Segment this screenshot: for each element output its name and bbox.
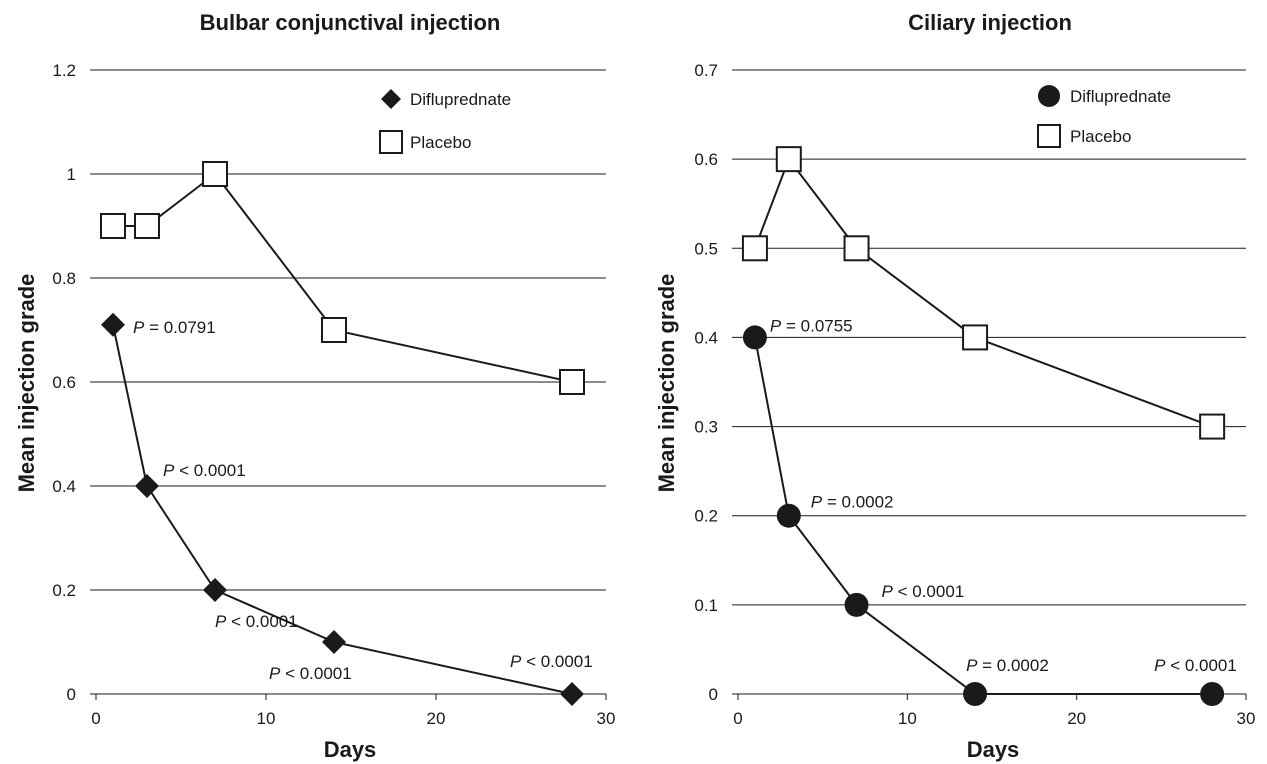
y-tick-label: 1	[67, 165, 76, 184]
chart-title: Ciliary injection	[908, 10, 1072, 35]
square-marker	[1199, 413, 1226, 440]
p-value-label: P < 0.0001	[1154, 656, 1237, 675]
x-axis-title: Days	[324, 737, 377, 762]
x-tick-label: 20	[427, 709, 446, 728]
series-difluprednate	[101, 312, 584, 706]
y-tick-label: 0.3	[694, 418, 718, 437]
p-value-label: P = 0.0755	[770, 316, 853, 335]
x-tick-label: 30	[1237, 709, 1256, 728]
legend-label: Placebo	[1070, 127, 1131, 146]
legend-item: Difluprednate	[381, 89, 511, 109]
p-value-label: P = 0.0002	[966, 656, 1049, 675]
y-tick-label: 0	[709, 685, 718, 704]
square-marker	[843, 235, 870, 262]
circle-marker	[1038, 85, 1060, 107]
gridlines	[732, 69, 1246, 695]
p-value-label: P = 0.0791	[133, 318, 216, 337]
p-value-labels: P = 0.0755 P = 0.0002 P < 0.0001 P = 0.0002…	[770, 316, 1237, 675]
diamond-marker	[101, 312, 125, 337]
y-tick-label: 0.6	[52, 373, 76, 392]
ciliary-chart: Ciliary injection Mean injection grade D…	[654, 10, 1255, 762]
chart-title: Bulbar conjunctival injection	[200, 10, 501, 35]
series	[741, 146, 1226, 706]
square-marker	[100, 213, 126, 239]
x-tick-label: 10	[898, 709, 917, 728]
circle-marker	[844, 592, 869, 617]
legend: Difluprednate Placebo	[379, 89, 511, 154]
y-tick-label: 0.6	[694, 150, 718, 169]
legend-item: Difluprednate	[1038, 85, 1171, 107]
p-value-label: P < 0.0001	[269, 664, 352, 683]
series-line	[753, 157, 1213, 428]
y-tick-label: 0.5	[694, 239, 718, 258]
legend-item: Placebo	[379, 130, 471, 154]
y-tick-label: 0.2	[52, 581, 76, 600]
square-marker	[134, 213, 160, 239]
y-tick-label: 0.1	[694, 596, 718, 615]
y-tick-label: 0.4	[52, 477, 76, 496]
series-placebo	[741, 146, 1226, 440]
series	[100, 161, 585, 706]
circle-marker	[742, 325, 767, 350]
square-marker	[741, 235, 768, 262]
y-axis-title: Mean injection grade	[14, 274, 39, 493]
diamond-marker	[203, 578, 227, 602]
p-value-label: P < 0.0001	[215, 612, 298, 631]
p-value-label: P = 0.0002	[811, 493, 894, 512]
square-marker	[202, 161, 228, 187]
x-tick-label: 0	[733, 709, 742, 728]
y-tick-label: 0.4	[694, 328, 718, 347]
bulbar-chart: Bulbar conjunctival injection Mean injec…	[14, 10, 615, 762]
y-tick-label: 0.2	[694, 507, 718, 526]
x-tick-label: 10	[257, 709, 276, 728]
x-tick-label: 20	[1067, 709, 1086, 728]
square-marker	[379, 130, 403, 154]
legend-label: Difluprednate	[1070, 87, 1171, 106]
legend-label: Difluprednate	[410, 90, 511, 109]
y-axis-title: Mean injection grade	[654, 274, 679, 493]
x-axis-title: Days	[967, 737, 1020, 762]
square-marker	[962, 324, 989, 351]
tick-labels: 0 0.2 0.4 0.6 0.8 1 1.2 0 10 20 30	[52, 61, 615, 728]
p-value-label: P < 0.0001	[163, 461, 246, 480]
diamond-marker	[135, 474, 159, 498]
y-tick-label: 0.8	[52, 269, 76, 288]
diamond-marker	[322, 630, 346, 654]
p-value-label: P < 0.0001	[882, 582, 965, 601]
legend-label: Placebo	[410, 133, 471, 152]
tick-labels: 0 0.1 0.2 0.3 0.4 0.5 0.6 0.7 0 10 20 30	[694, 61, 1255, 728]
square-marker	[1037, 124, 1061, 148]
circle-marker	[963, 682, 988, 706]
p-value-label: P < 0.0001	[510, 652, 593, 671]
square-marker	[321, 317, 347, 343]
circle-marker	[1200, 682, 1225, 706]
square-marker	[559, 369, 585, 395]
legend: Difluprednate Placebo	[1037, 85, 1171, 148]
legend-item: Placebo	[1037, 124, 1131, 148]
x-tick-label: 30	[597, 709, 616, 728]
y-tick-label: 1.2	[52, 61, 76, 80]
square-marker	[775, 146, 802, 173]
p-value-labels: P = 0.0791 P < 0.0001 P < 0.0001 P < 0.0001…	[133, 318, 593, 683]
circle-marker	[776, 503, 801, 528]
diamond-marker	[381, 89, 401, 109]
y-tick-label: 0.7	[694, 61, 718, 80]
gridlines	[90, 69, 606, 695]
x-tick-label: 0	[91, 709, 100, 728]
series-difluprednate	[742, 325, 1225, 706]
diamond-marker	[560, 682, 584, 706]
y-tick-label: 0	[67, 685, 76, 704]
series-placebo	[100, 161, 585, 395]
